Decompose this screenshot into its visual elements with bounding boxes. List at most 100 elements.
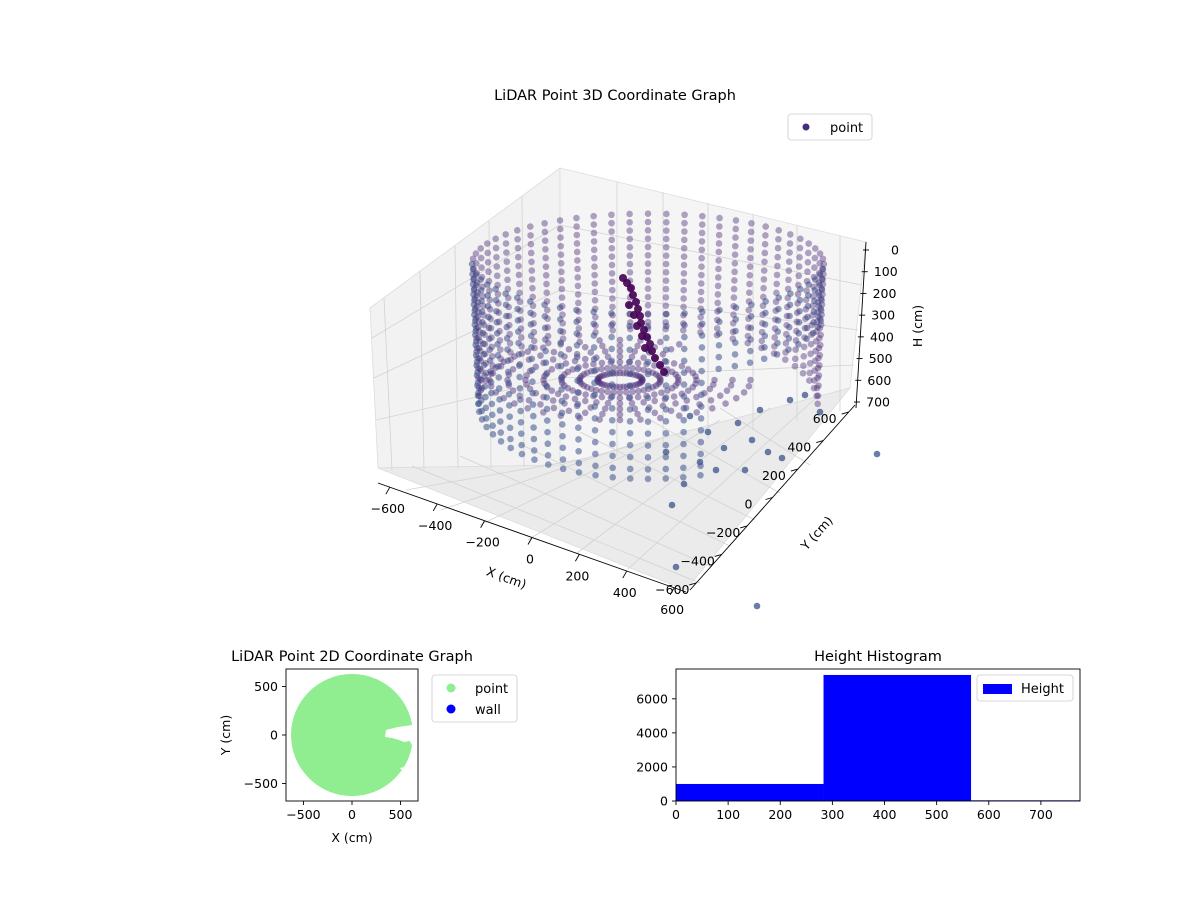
wall-point <box>816 325 824 332</box>
plot-frame-histogram <box>675 668 1081 802</box>
wall-point <box>503 249 510 256</box>
wall-point <box>814 392 822 399</box>
wall-point <box>492 235 499 243</box>
chart-2d-title: LiDAR Point 2D Coordinate Graph <box>231 649 473 665</box>
wall-point <box>644 235 652 242</box>
wall-point <box>515 339 522 347</box>
wall-point <box>516 396 524 403</box>
wall-point <box>785 335 793 342</box>
x-tick-label: −400 <box>418 518 452 533</box>
wall-point <box>472 315 480 322</box>
wall-point <box>680 270 688 277</box>
wall-point <box>773 289 780 297</box>
wall-point <box>761 249 769 257</box>
x-tick-label: 600 <box>660 602 684 617</box>
floor-point <box>620 369 627 377</box>
wall-point <box>762 223 770 230</box>
wall-point <box>816 250 824 257</box>
wall-point <box>697 450 704 458</box>
floor-pane <box>377 387 852 591</box>
wall-point <box>698 367 705 375</box>
wall-point <box>486 346 494 353</box>
floor-point <box>598 372 606 380</box>
wall-point <box>574 389 582 396</box>
wall-point <box>810 308 818 315</box>
wall-point <box>680 357 688 365</box>
wall-point <box>591 438 599 446</box>
wall-point <box>541 219 548 227</box>
wall-point <box>774 328 782 336</box>
wall-point <box>771 334 779 341</box>
wall-point <box>814 299 822 306</box>
wall-point <box>530 311 537 318</box>
floor-point <box>620 383 627 391</box>
floor-point <box>639 376 646 384</box>
wall-point <box>503 258 511 265</box>
wall-point <box>543 417 551 424</box>
wall-point <box>815 354 822 362</box>
wall-point <box>644 358 652 366</box>
wall-point <box>729 319 737 327</box>
wall-point <box>557 362 565 370</box>
wall-point <box>473 344 481 352</box>
wall-point <box>484 259 492 266</box>
floor-point <box>670 393 678 400</box>
wall-point <box>486 287 493 294</box>
wall-point <box>557 327 564 335</box>
floor-point <box>657 338 664 346</box>
floor-point <box>740 389 748 396</box>
wall-point <box>815 279 823 287</box>
wall-point <box>644 243 652 251</box>
wall-point <box>503 323 511 331</box>
wall-point <box>758 337 766 345</box>
wall-point <box>475 318 483 326</box>
wall-point <box>489 422 496 429</box>
wall-point <box>484 302 492 310</box>
wall-point <box>529 293 537 301</box>
floor-point <box>616 353 624 360</box>
wall-point <box>644 442 652 449</box>
wall-point <box>558 268 565 276</box>
floor-point <box>548 366 556 373</box>
wall-point <box>761 343 768 351</box>
wall-point <box>679 473 687 481</box>
wall-point <box>485 277 493 285</box>
wall-point <box>478 273 486 281</box>
wall-point <box>518 450 526 458</box>
x-tick-mark <box>669 587 675 596</box>
floor-point <box>550 348 558 356</box>
wall-point <box>697 329 704 336</box>
x-tick-label-hist: 600 <box>977 807 1001 822</box>
wall-point <box>475 308 482 316</box>
floor-point <box>537 401 544 408</box>
wall-point <box>811 264 818 271</box>
wall-point <box>592 322 599 329</box>
wall-point <box>514 305 521 313</box>
wall-point <box>812 276 819 283</box>
wall-point <box>663 210 670 218</box>
x-tick-label: −600 <box>371 501 405 516</box>
wall-point <box>530 447 538 454</box>
wall-point <box>591 254 598 262</box>
wall-point <box>811 367 819 374</box>
wall-point <box>662 453 670 461</box>
y-tick-label-2d: −500 <box>244 776 278 791</box>
wall-point <box>515 280 523 288</box>
point-disc <box>291 674 413 796</box>
wall-point <box>573 353 581 361</box>
wall-point <box>801 334 808 341</box>
wall-point <box>476 338 484 345</box>
floor-point <box>569 387 576 394</box>
wall-point <box>544 339 552 347</box>
wall-point <box>791 355 799 363</box>
wall-point <box>814 374 821 382</box>
wall-point <box>541 301 548 309</box>
x-tick-mark <box>527 537 533 545</box>
floor-point <box>667 407 675 415</box>
floor-point <box>596 379 604 387</box>
wall-point <box>592 462 599 470</box>
wall-point <box>482 360 490 367</box>
floor-point <box>675 376 682 384</box>
wall-point <box>626 394 634 401</box>
